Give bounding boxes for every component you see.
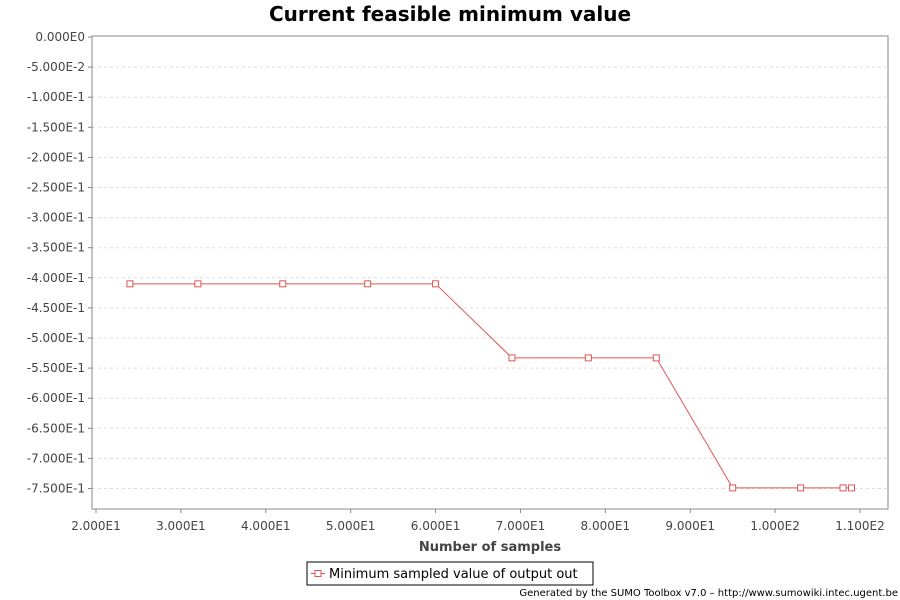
data-point-marker	[839, 484, 847, 492]
plot-area	[91, 35, 889, 510]
legend-box	[306, 561, 594, 586]
y-tick-label: -2.000E-1	[27, 150, 85, 164]
y-tick-label: -3.500E-1	[27, 241, 85, 255]
x-tick-label: 1.000E2	[750, 519, 800, 533]
x-tick-label: 6.000E1	[411, 519, 461, 533]
y-tick-label: 0.000E0	[35, 30, 85, 44]
y-tick-label: -4.000E-1	[27, 271, 85, 285]
x-tick-label: 7.000E1	[496, 519, 546, 533]
legend: Minimum sampled value of output out	[306, 561, 594, 586]
data-point-marker	[584, 354, 592, 362]
data-point-marker	[652, 354, 660, 362]
y-tick-label: -5.000E-2	[27, 60, 85, 74]
data-point-marker	[797, 484, 805, 492]
y-tick-label: -2.500E-1	[27, 181, 85, 195]
x-tick-label: 4.000E1	[241, 519, 291, 533]
y-tick-label: -4.500E-1	[27, 301, 85, 315]
y-tick-label: -1.500E-1	[27, 120, 85, 134]
series-layer	[126, 280, 856, 492]
y-tick-label: -1.000E-1	[27, 90, 85, 104]
data-point-marker	[508, 354, 516, 362]
x-axis-label: Number of samples	[419, 540, 561, 555]
data-point-marker	[194, 280, 202, 288]
x-tick-label: 9.000E1	[665, 519, 715, 533]
data-point-marker	[279, 280, 287, 288]
x-tick-label: 5.000E1	[326, 519, 376, 533]
y-tick-label: -3.000E-1	[27, 211, 85, 225]
y-tick-label: -5.500E-1	[27, 361, 85, 375]
y-tick-label: -7.500E-1	[27, 482, 85, 496]
x-tick-label: 1.100E2	[835, 519, 885, 533]
gridlines	[92, 66, 888, 489]
x-axis: 2.000E1 3.000E1 4.000E1 5.000E1 6.000E1 7.000…	[71, 509, 885, 533]
y-tick-label: -7.000E-1	[27, 451, 85, 465]
data-point-marker	[364, 280, 372, 288]
data-point-marker	[848, 484, 856, 492]
x-tick-label: 3.000E1	[156, 519, 206, 533]
legend-label: Minimum sampled value of output out	[329, 567, 578, 582]
series-line	[129, 283, 852, 489]
legend-marker	[314, 570, 322, 577]
data-point-marker	[432, 280, 440, 288]
y-tick-label: -6.000E-1	[27, 391, 85, 405]
y-tick-label: -5.000E-1	[27, 331, 85, 345]
x-tick-label: 8.000E1	[581, 519, 631, 533]
x-tick-label: 2.000E1	[71, 519, 121, 533]
y-tick-label: -6.500E-1	[27, 421, 85, 435]
data-point-marker	[729, 484, 737, 492]
y-axis: 0.000E0 -5.000E-2 -1.000E-1 -1.500E-1 -2.000…	[27, 30, 92, 496]
footer-credit: Generated by the SUMO Toolbox v7.0 – htt…	[519, 588, 898, 599]
data-point-marker	[126, 280, 134, 288]
chart-title: Current feasible minimum value	[269, 2, 631, 26]
